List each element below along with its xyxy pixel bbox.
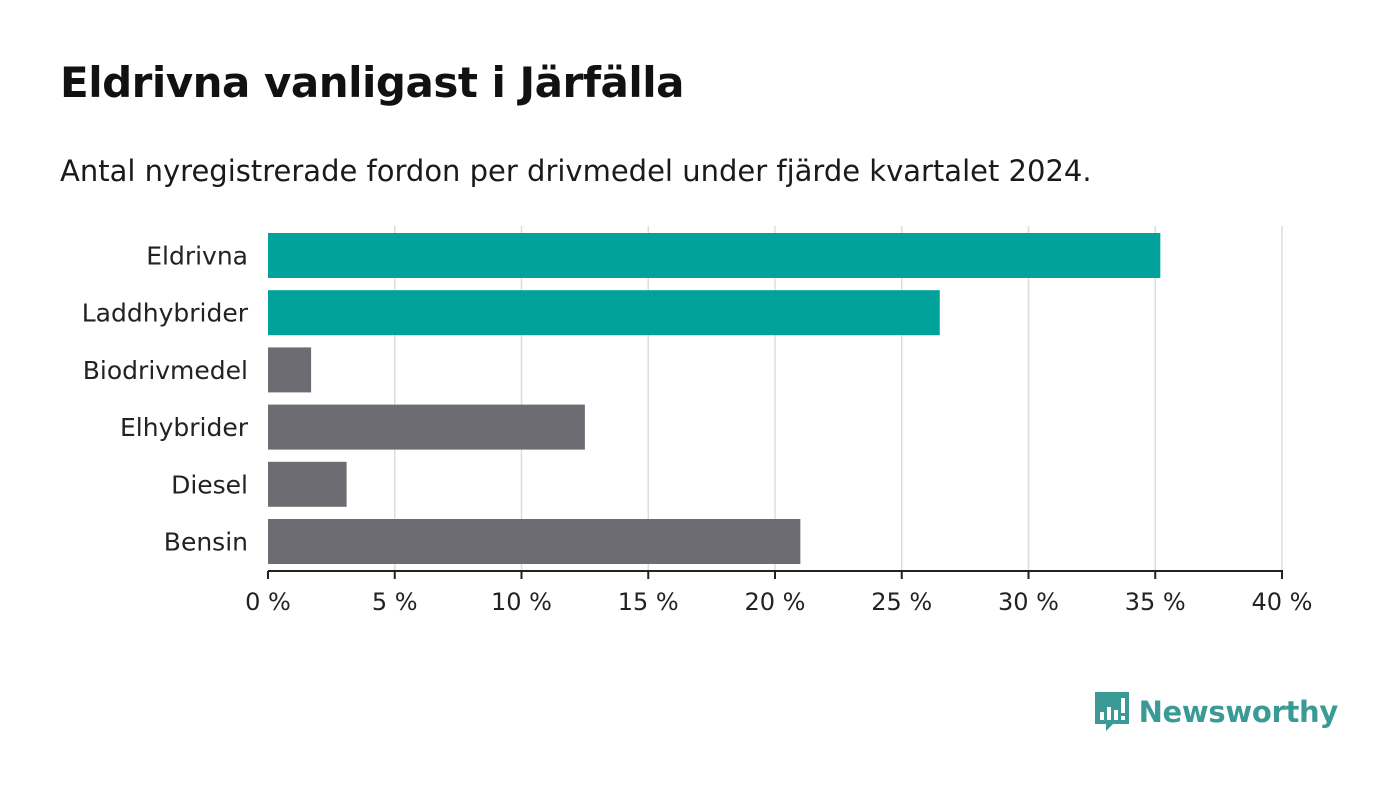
- category-label: Biodrivmedel: [83, 356, 248, 385]
- bar-elhybrider: [268, 404, 585, 450]
- chart-title: Eldrivna vanligast i Järfälla: [60, 58, 684, 107]
- bar-bensin: [268, 519, 801, 564]
- gridlines: [394, 226, 1283, 571]
- category-label: Bensin: [164, 528, 248, 557]
- x-tick-label: 5 %: [372, 588, 418, 616]
- category-label: Eldrivna: [146, 242, 248, 271]
- chart-subtitle: Antal nyregistrerade fordon per drivmede…: [60, 154, 1092, 188]
- x-tick-label: 30 %: [998, 588, 1059, 616]
- x-axis: 0 % 5 % 10 % 15 % 20 % 25 % 30 % 35 % 40 %: [245, 570, 1313, 616]
- bar-laddhybrider: [268, 290, 940, 336]
- bar-diesel: [268, 461, 347, 507]
- bar-biodrivmedel: [268, 347, 312, 393]
- x-tick-label: 10 %: [491, 588, 552, 616]
- category-labels: Eldrivna Laddhybrider Biodrivmedel Elhybrid…: [82, 242, 249, 557]
- brand-name: Newsworthy: [1138, 695, 1339, 729]
- x-tick-label: 35 %: [1125, 588, 1186, 616]
- x-tick-label: 15 %: [618, 588, 679, 616]
- category-label: Laddhybrider: [82, 299, 249, 328]
- x-tick-label: 25 %: [871, 588, 932, 616]
- x-tick-label: 40 %: [1252, 588, 1313, 616]
- bar-eldrivna: [268, 233, 1161, 278]
- x-tick-label: 0 %: [245, 588, 291, 616]
- newsworthy-logo: Newsworthy: [1094, 690, 1339, 734]
- x-tick-label: 20 %: [745, 588, 806, 616]
- bar-chart-speech-bubble-icon: [1094, 692, 1129, 731]
- category-label: Elhybrider: [120, 413, 249, 442]
- bars: [268, 233, 1161, 564]
- category-label: Diesel: [171, 470, 248, 499]
